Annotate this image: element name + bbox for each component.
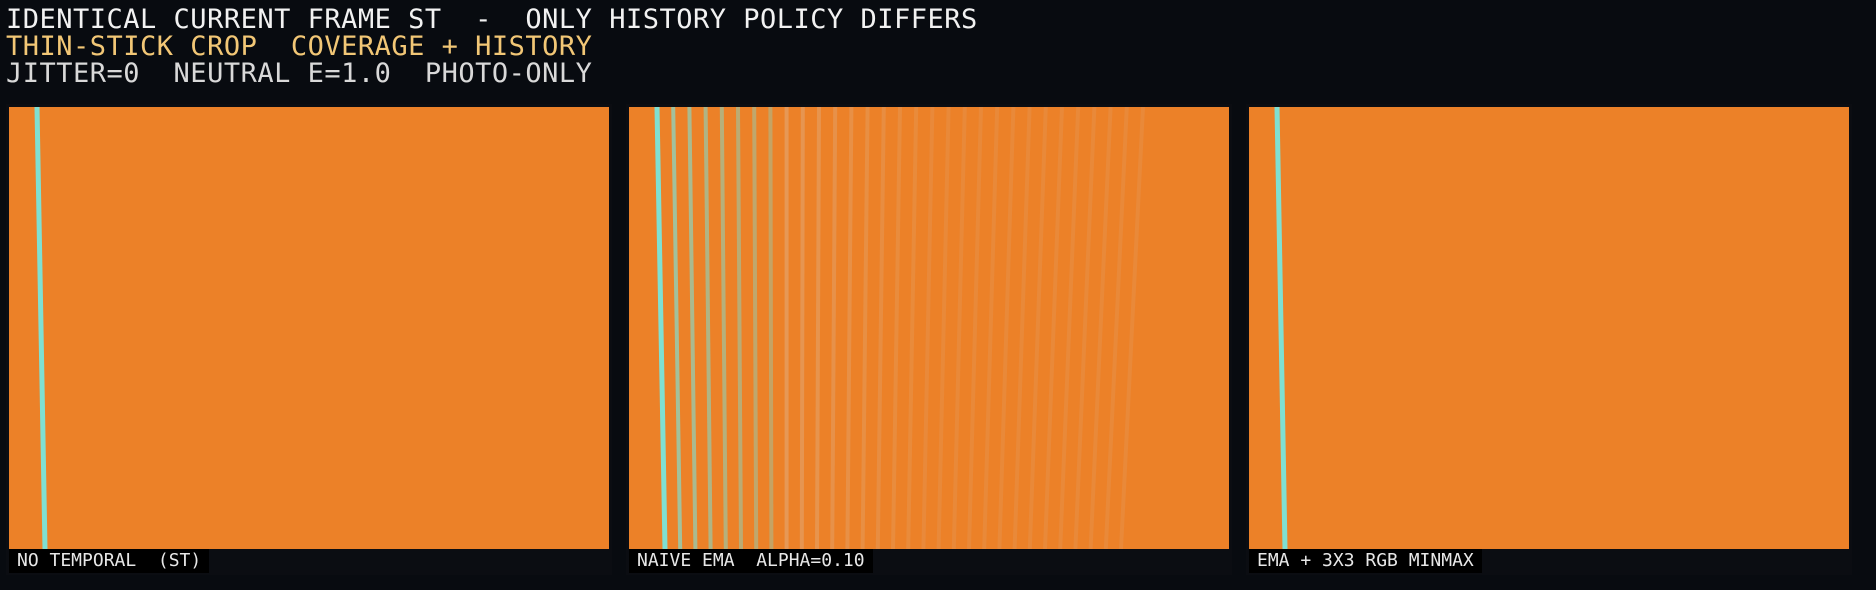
panel-no-temporal: NO TEMPORAL (ST) xyxy=(6,104,612,575)
ghost-trail-line xyxy=(845,107,854,549)
ghost-trail-line xyxy=(906,107,919,549)
panel-caption: NAIVE EMA ALPHA=0.10 xyxy=(629,549,873,573)
panel-ema-rgb-minmax: EMA + 3X3 RGB MINMAX xyxy=(1246,104,1852,575)
ghost-trail-line xyxy=(967,107,983,549)
ghost-trail-line xyxy=(1073,107,1097,549)
scene-canvas xyxy=(34,107,48,549)
header-subtitle: THIN-STICK CROP COVERAGE + HISTORY xyxy=(6,31,593,62)
ghost-trail-line xyxy=(671,107,683,549)
render-view-ema-rgb-minmax xyxy=(1249,107,1849,549)
ghost-trail-line xyxy=(830,107,838,549)
panel-naive-ema: NAIVE EMA ALPHA=0.10 xyxy=(626,104,1232,575)
ghost-trail-line xyxy=(799,107,805,549)
ghost-trail-line xyxy=(1043,107,1064,549)
ghost-trail-line xyxy=(687,107,698,549)
scene-canvas xyxy=(654,107,1145,549)
panel-caption: EMA + 3X3 RGB MINMAX xyxy=(1249,549,1482,573)
header-params: JITTER=0 NEUTRAL E=1.0 PHOTO-ONLY xyxy=(6,58,593,89)
ghost-trail-line xyxy=(921,107,935,549)
render-view-no-temporal xyxy=(9,107,609,549)
header-title: IDENTICAL CURRENT FRAME ST - ONLY HISTOR… xyxy=(6,4,978,35)
thin-stick xyxy=(654,107,668,549)
ghost-trail-line xyxy=(1088,107,1113,549)
scene-canvas xyxy=(1274,107,1288,549)
ghost-trail-line xyxy=(703,107,713,549)
thin-stick xyxy=(34,107,48,549)
panel-caption: NO TEMPORAL (ST) xyxy=(9,549,210,573)
ghost-trail-line xyxy=(1119,107,1145,549)
render-view-naive-ema xyxy=(629,107,1229,549)
ghost-trail-line xyxy=(1027,107,1048,549)
ghost-trail-line xyxy=(982,107,1000,549)
ghost-trail-line xyxy=(1103,107,1129,549)
ghost-trail-line xyxy=(891,107,902,549)
ghost-trail-line xyxy=(951,107,967,549)
ghost-trail-line xyxy=(936,107,951,549)
ghost-trail-line xyxy=(752,107,759,549)
ghost-trail-line xyxy=(768,107,774,549)
ghost-trail-line xyxy=(875,107,886,549)
ghost-trail-line xyxy=(815,107,821,549)
ghost-trail-line xyxy=(719,107,728,549)
ghost-trail-line xyxy=(1058,107,1081,549)
ghost-trail-line xyxy=(1012,107,1032,549)
thin-stick xyxy=(1274,107,1288,549)
ghost-trail-line xyxy=(997,107,1016,549)
ghost-trail-line xyxy=(736,107,743,549)
ghost-trail-line xyxy=(860,107,870,549)
